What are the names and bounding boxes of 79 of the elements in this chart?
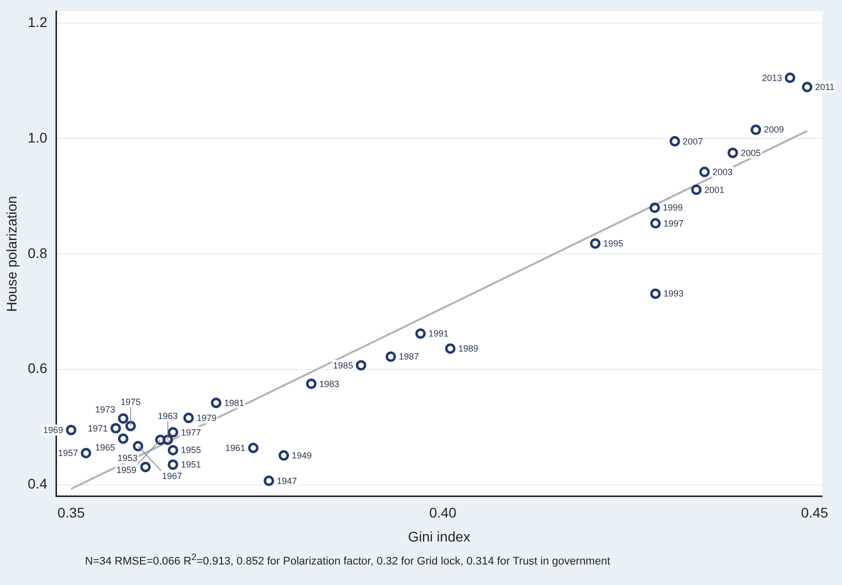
annotation: 1967 (162, 471, 182, 482)
point (784, 72, 796, 84)
annotation: 1985 (333, 360, 354, 370)
point (356, 360, 366, 371)
annotation: 1991 (428, 328, 449, 339)
point (110, 423, 121, 434)
point (264, 476, 274, 486)
annotation: 2011 (815, 82, 834, 92)
point (210, 398, 222, 408)
x-tick-label: 0.45 (800, 504, 828, 521)
annotation: 1981 (224, 398, 244, 408)
annotation: 1959 (116, 464, 136, 475)
annotation: 1975 (120, 396, 141, 407)
annotation: 1973 (95, 404, 116, 414)
annotation: 2007 (682, 136, 703, 146)
point (66, 424, 76, 436)
point (278, 450, 290, 461)
point (125, 420, 136, 432)
point (118, 433, 128, 444)
annotation: 1965 (95, 442, 116, 453)
point (162, 434, 174, 446)
point (590, 238, 601, 249)
annotation: 2003 (712, 166, 733, 177)
annotation: 2009 (764, 124, 784, 135)
point (168, 444, 178, 456)
y-tick-label: 1.0 (28, 129, 48, 146)
y-tick-label: 0.6 (28, 360, 48, 376)
annotation: 2001 (704, 184, 724, 195)
point (132, 440, 144, 452)
x-tick-label: 0.40 (429, 504, 457, 521)
text: N=34 RMSE=0.066 R$^{2}$=0.913, 0.852 for Polarization factor, 0.32 for Grid lock, 0.314 for Trust in government (84, 551, 612, 569)
annotation: 1953 (117, 452, 138, 463)
annotation: 1963 (158, 410, 178, 421)
y-tick-label: 0.4 (28, 476, 48, 492)
annotation: 1949 (292, 450, 312, 460)
point (699, 166, 710, 178)
annotation: 1971 (88, 423, 108, 434)
point (140, 462, 151, 472)
annotation: 1957 (58, 448, 78, 458)
point (306, 378, 317, 390)
point (802, 82, 812, 92)
annotation: 1989 (458, 344, 478, 354)
x-tick-label: 0.35 (58, 504, 85, 521)
point (649, 202, 660, 213)
point (248, 442, 259, 454)
point (415, 328, 426, 339)
point (445, 343, 456, 354)
point (168, 459, 178, 470)
point (691, 184, 702, 196)
annotation: 1999 (662, 202, 683, 213)
annotation: 1997 (663, 218, 684, 228)
annotation: 2005 (740, 148, 761, 158)
annotation: 2013 (762, 72, 782, 83)
y-tick-label: 0.8 (28, 244, 48, 261)
y-axis-title: House polarization (3, 196, 20, 312)
annotation: 1979 (196, 412, 217, 423)
point (386, 351, 396, 362)
annotation: 1961 (225, 442, 246, 453)
annotation: 1977 (180, 427, 202, 438)
annotation: 1969 (43, 424, 64, 435)
x-axis-title: Gini index (408, 528, 470, 544)
point (155, 434, 166, 446)
annotation: 1995 (603, 238, 624, 248)
point (118, 413, 128, 424)
annotation: 1987 (398, 352, 419, 362)
point (650, 218, 661, 229)
point (183, 412, 194, 424)
y-tick-label: 1.2 (28, 14, 48, 30)
point (670, 136, 680, 147)
point (728, 148, 738, 158)
annotation: 1983 (319, 378, 340, 389)
annotation: 1947 (276, 476, 297, 486)
point (80, 448, 92, 458)
point (650, 288, 661, 299)
point (750, 124, 762, 136)
annotation: 1993 (663, 288, 684, 299)
annotation: 1951 (180, 460, 202, 470)
annotation: 1955 (180, 445, 202, 456)
point (168, 427, 178, 438)
